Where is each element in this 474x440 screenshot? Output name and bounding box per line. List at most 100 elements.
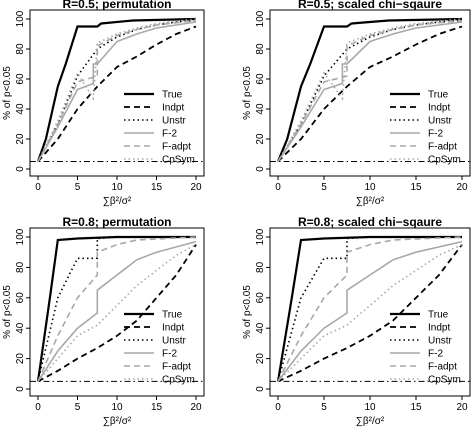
y-tick-label: 40 (15, 103, 26, 115)
legend-label: F-adpt (428, 362, 457, 373)
series-line-unstr (37, 19, 197, 162)
series-line-f-adpt (37, 236, 197, 382)
y-tick-label: 20 (15, 133, 26, 145)
y-tick-label: 60 (255, 292, 266, 304)
y-tick-label: 60 (255, 73, 266, 85)
legend-label: Indpt (162, 103, 184, 114)
x-tick-label: 5 (321, 182, 327, 193)
legend-label: F-2 (428, 129, 443, 140)
legend-label: Indpt (162, 323, 184, 334)
y-tick-label: 20 (255, 133, 266, 145)
legend-label: Unstr (428, 336, 453, 347)
series-line-cpsym (277, 18, 463, 162)
x-tick-label: 5 (75, 182, 81, 193)
x-tick-label: 0 (35, 182, 41, 193)
series-line-true (36, 17, 197, 162)
x-axis-label: ∑β²/σ² (356, 416, 385, 427)
x-tick-label: 20 (190, 402, 202, 413)
y-tick-label: 40 (15, 322, 26, 334)
legend-label: True (162, 310, 183, 321)
y-tick-label: 60 (15, 292, 26, 304)
y-tick-label: 40 (255, 103, 266, 115)
y-tick-label: 60 (15, 73, 26, 85)
x-axis-label: ∑β²/σ² (103, 416, 132, 427)
legend-label: Unstr (162, 336, 187, 347)
series-line-unstr (37, 236, 196, 382)
series-line-unstr (277, 236, 462, 382)
y-tick-label: 20 (15, 353, 26, 365)
y-tick-label: 0 (255, 386, 266, 392)
legend-label: Indpt (428, 103, 450, 114)
panel-3: R=0.8; permutation 0 20 40 60 80 100 0 5 10 15 20 ∑β… (2, 215, 205, 427)
x-tick-label: 15 (151, 402, 163, 413)
y-tick-label: 80 (255, 261, 266, 273)
y-axis-label: % of p<0.05 (2, 66, 13, 120)
series-line-f-adpt (37, 19, 197, 162)
legend-label: CpSym (428, 375, 461, 386)
series-line-f-2 (37, 21, 197, 162)
legend-label: CpSym (162, 155, 195, 166)
y-tick-label: 100 (15, 10, 26, 27)
series-line-f-2 (37, 240, 197, 382)
series-line-cpsym (37, 243, 197, 382)
x-tick-label: 20 (190, 182, 202, 193)
x-axis-label: ∑β²/σ² (356, 196, 385, 207)
legend-label: CpSym (428, 155, 461, 166)
legend-label: CpSym (162, 375, 195, 386)
x-tick-label: 10 (111, 182, 123, 193)
legend-label: F-adpt (162, 142, 191, 153)
legend-label: F-adpt (162, 362, 191, 373)
panel-title: R=0.5; scaled chi−sqaure (298, 0, 442, 11)
series-line-indpt (37, 244, 197, 383)
legend-label: F-2 (428, 349, 443, 360)
y-tick-label: 100 (255, 10, 266, 27)
legend-label: Indpt (428, 323, 450, 334)
legend-label: F-2 (162, 349, 177, 360)
x-tick-label: 0 (275, 182, 281, 193)
y-tick-label: 80 (15, 43, 26, 55)
x-tick-label: 0 (275, 402, 281, 413)
panel-title: R=0.8; permutation (62, 215, 171, 229)
legend-label: True (428, 310, 449, 321)
panel-title: R=0.5; permutation (62, 0, 171, 11)
x-tick-label: 20 (456, 182, 468, 193)
y-tick-label: 100 (255, 228, 266, 245)
series-line-f-adpt (277, 19, 463, 162)
series-line-f-2 (277, 240, 463, 382)
legend-label: F-adpt (428, 142, 457, 153)
x-tick-label: 20 (456, 402, 468, 413)
x-tick-label: 0 (35, 402, 41, 413)
series-line-true (276, 17, 463, 162)
y-tick-label: 40 (255, 322, 266, 334)
series-line-f-adpt (277, 236, 463, 382)
x-tick-label: 10 (364, 182, 376, 193)
y-tick-label: 80 (255, 43, 266, 55)
y-tick-label: 80 (15, 261, 26, 273)
y-tick-label: 0 (15, 166, 26, 172)
legend-label: Unstr (428, 116, 453, 127)
legend-label: True (162, 90, 183, 101)
panel-title: R=0.8; scaled chi−sqaure (298, 215, 442, 229)
legend-label: True (428, 90, 449, 101)
x-tick-label: 15 (410, 402, 422, 413)
x-tick-label: 5 (321, 402, 327, 413)
x-tick-label: 10 (364, 402, 376, 413)
y-tick-label: 0 (255, 166, 266, 172)
panel-1: R=0.5; permutation 0 20 40 60 80 100 0 5 10 15 20 ∑β… (2, 0, 205, 207)
x-tick-label: 15 (151, 182, 163, 193)
y-axis-label: % of p<0.05 (2, 285, 13, 339)
series-line-true (276, 235, 462, 382)
legend-label: Unstr (162, 116, 187, 127)
series-line-indpt (37, 25, 197, 163)
x-axis-label: ∑β²/σ² (103, 196, 132, 207)
y-axis-label: % of p<0.05 (242, 285, 253, 339)
series-line-indpt (277, 25, 463, 163)
y-tick-label: 100 (15, 228, 26, 245)
x-tick-label: 10 (111, 402, 123, 413)
x-tick-label: 15 (410, 182, 422, 193)
panel-2: R=0.5; scaled chi−sqaure 0 20 40 60 80 100 0 5 10… (242, 0, 471, 207)
y-axis-label: % of p<0.05 (242, 66, 253, 120)
panel-4: R=0.8; scaled chi−sqaure 0 20 40 60 80 100 0 5 10… (242, 215, 471, 427)
series-line-indpt (277, 244, 463, 383)
